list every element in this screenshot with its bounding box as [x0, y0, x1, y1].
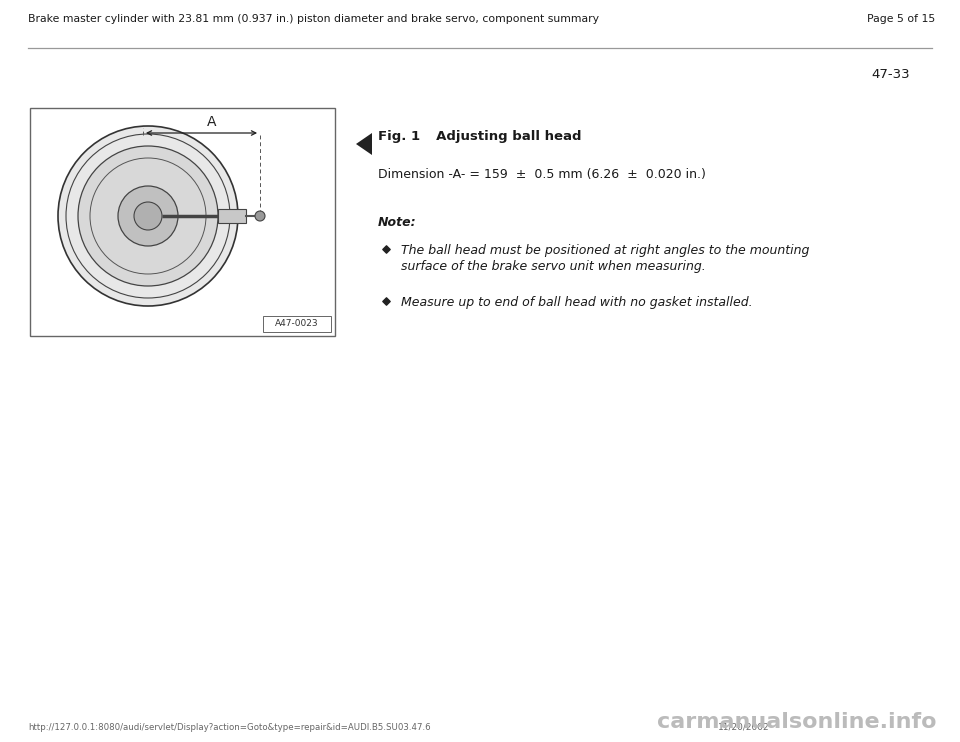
Bar	[218, 209, 246, 223]
Circle shape	[58, 126, 238, 306]
Bar	[30, 108, 335, 336]
Circle shape	[78, 146, 218, 286]
Text: surface of the brake servo unit when measuring.: surface of the brake servo unit when mea…	[401, 260, 706, 273]
Polygon shape	[356, 133, 372, 155]
Text: A47-0023: A47-0023	[276, 320, 319, 329]
Text: Measure up to end of ball head with no gasket installed.: Measure up to end of ball head with no g…	[401, 296, 753, 309]
Point	[378, 243, 394, 255]
Text: A: A	[206, 115, 216, 129]
Text: Brake master cylinder with 23.81 mm (0.937 in.) piston diameter and brake servo,: Brake master cylinder with 23.81 mm (0.9…	[28, 14, 599, 24]
Text: 11/20/2002: 11/20/2002	[718, 723, 770, 732]
Point	[378, 295, 394, 307]
Text: The ball head must be positioned at right angles to the mounting: The ball head must be positioned at righ…	[401, 244, 809, 257]
Text: 47-33: 47-33	[872, 68, 910, 81]
Circle shape	[118, 186, 178, 246]
Text: carmanualsonline.info: carmanualsonline.info	[657, 712, 936, 732]
Circle shape	[255, 211, 265, 221]
Bar	[263, 316, 331, 332]
Text: Page 5 of 15: Page 5 of 15	[867, 14, 935, 24]
Text: http://127.0.0.1:8080/audi/servlet/Display?action=Goto&type=repair&id=AUDI.B5.SU: http://127.0.0.1:8080/audi/servlet/Displ…	[28, 723, 431, 732]
Circle shape	[134, 202, 162, 230]
Text: Dimension -A- = 159  ±  0.5 mm (6.26  ±  0.020 in.): Dimension -A- = 159 ± 0.5 mm (6.26 ± 0.0…	[378, 168, 706, 181]
Text: Note:: Note:	[378, 216, 417, 229]
Text: Fig. 1: Fig. 1	[378, 130, 420, 143]
Text: Adjusting ball head: Adjusting ball head	[413, 130, 582, 143]
